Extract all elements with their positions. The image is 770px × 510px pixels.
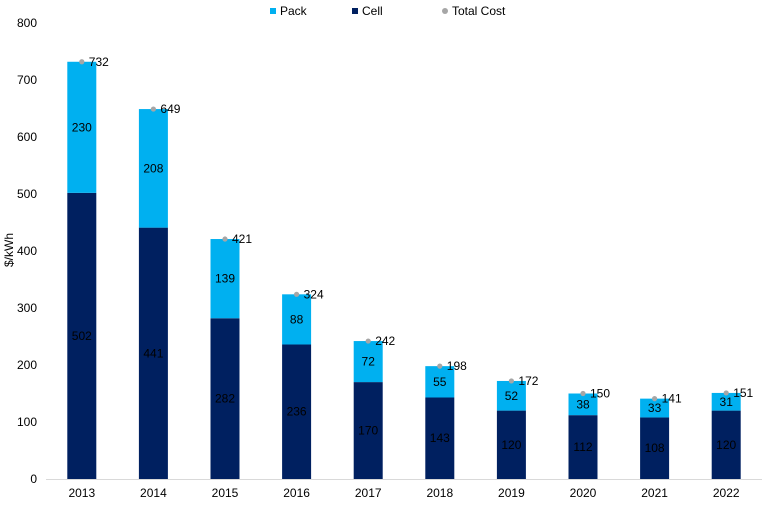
data-label-cell: 282 [215,392,235,406]
y-tick-label: 700 [17,73,37,87]
total-cost-label: 324 [304,287,324,301]
y-tick-label: 400 [17,244,37,258]
total-cost-label: 172 [518,374,538,388]
bar-pack [282,294,312,345]
total-cost-marker [294,291,300,297]
bar-pack [711,392,741,411]
legend-swatch [352,8,358,14]
legend-label: Total Cost [452,4,506,18]
data-label-pack: 55 [433,375,447,389]
bar-cell [425,397,455,479]
total-cost-label: 151 [733,386,753,400]
legend-item: Cell [352,4,383,18]
y-axis-label: $/kWh [2,233,16,267]
data-label-pack: 139 [215,272,235,286]
total-cost-marker [508,378,514,384]
y-axis: 0 100 200 300 400 500 600 700 800 [17,16,37,486]
data-label-cell: 143 [430,431,450,445]
bar-cell [496,410,526,479]
data-label-pack: 31 [720,395,734,409]
bar-cell [282,344,312,479]
x-tick-label: 2022 [713,486,740,500]
legend-swatch [442,8,448,14]
x-tick-label: 2013 [68,486,95,500]
bar-pack [67,61,97,193]
bar-cell [568,415,598,479]
total-cost-marker [150,106,156,112]
data-label-cell: 108 [645,441,665,455]
bar-cell [640,417,670,479]
data-label-cell: 502 [72,329,92,343]
data-label-cell: 120 [716,438,736,452]
bar-cell [210,318,240,479]
y-tick-label: 200 [17,358,37,372]
total-cost-label: 732 [89,55,109,69]
total-cost-marker [222,236,228,242]
bar-pack [353,341,383,383]
bar-cell [711,410,741,479]
legend-item: Total Cost [442,4,506,18]
x-tick-label: 2016 [283,486,310,500]
legend-swatch [270,8,276,14]
data-label-cell: 236 [287,405,307,419]
bar-cell [353,382,383,479]
y-tick-label: 300 [17,301,37,315]
total-cost-label: 649 [160,102,180,116]
total-cost-marker [437,363,443,369]
bar-pack [640,398,670,418]
bar-pack [425,366,455,398]
bar-cell [67,192,97,480]
data-label-pack: 230 [72,120,92,134]
x-tick-label: 2019 [498,486,525,500]
bar-pack [496,380,526,411]
data-label-pack: 33 [648,401,662,415]
total-cost-marker [79,59,85,65]
x-tick-label: 2014 [140,486,167,500]
data-label-pack: 88 [290,312,304,326]
bar-pack [138,109,168,228]
total-cost-label: 141 [662,392,682,406]
total-cost-label: 242 [375,334,395,348]
data-label-pack: 52 [505,389,519,403]
data-label-pack: 38 [576,397,590,411]
y-tick-label: 800 [17,16,37,30]
x-tick-label: 2021 [641,486,668,500]
total-cost-label: 198 [447,359,467,373]
total-cost-label: 421 [232,232,252,246]
y-tick-label: 600 [17,130,37,144]
y-tick-label: 500 [17,187,37,201]
data-label-pack: 208 [143,161,163,175]
legend: Pack Cell Total Cost [270,4,506,18]
data-label-pack: 72 [362,355,376,369]
total-cost-marker [365,338,371,344]
legend-label: Pack [280,4,308,18]
bar-pack [210,239,240,319]
x-tick-label: 2018 [426,486,453,500]
total-cost-marker [652,396,658,402]
total-cost-marker [723,390,729,396]
x-axis: 2013 2014 2015 2016 2017 2018 2019 2020 2021 2022 [46,479,762,500]
total-cost-label: 150 [590,387,610,401]
data-label-cell: 441 [143,346,163,360]
total-cost-marker [580,390,586,397]
x-tick-label: 2020 [570,486,597,500]
legend-label: Cell [362,4,383,18]
y-tick-label: 100 [17,415,37,429]
bar-cell [138,227,168,479]
bar-pack [568,393,598,416]
data-label-cell: 170 [358,424,378,438]
y-tick-label: 0 [30,472,37,486]
legend-item: Pack [270,4,308,18]
x-tick-label: 2015 [212,486,239,500]
data-label-cell: 120 [501,438,521,452]
data-label-cell: 112 [573,440,592,454]
x-tick-label: 2017 [355,486,382,500]
